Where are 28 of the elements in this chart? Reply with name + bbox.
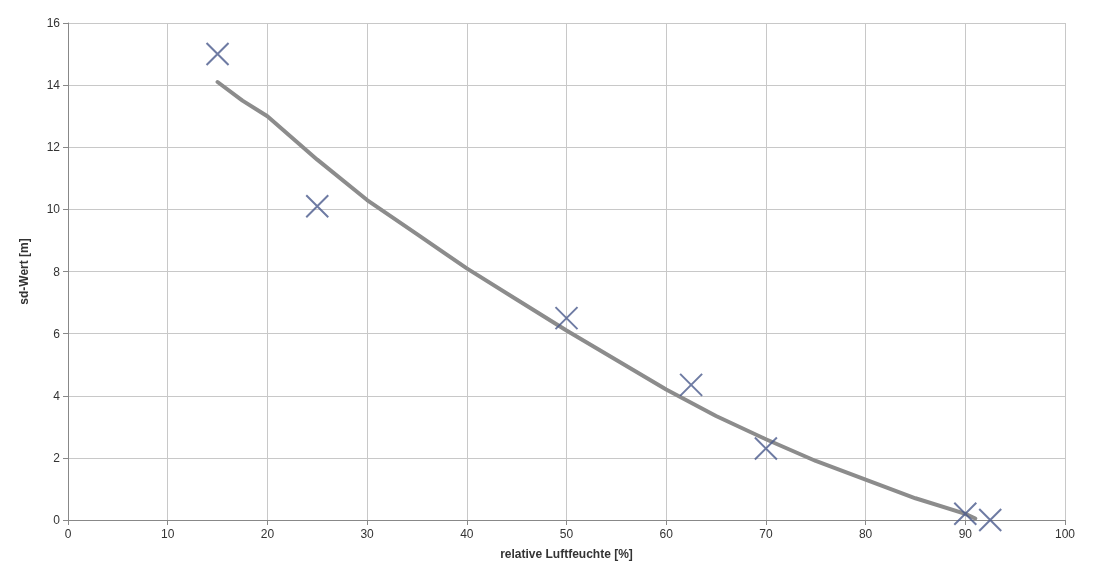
y-tick-label: 6 (53, 326, 61, 341)
x-tick-label: 100 (1054, 527, 1076, 541)
x-tick-label: 40 (460, 527, 474, 541)
x-tick-label: 70 (759, 527, 773, 541)
y-tick-label: 16 (46, 16, 61, 30)
point (978, 508, 1003, 532)
y-tick-label: 10 (46, 202, 61, 217)
x-tick-label: 20 (260, 527, 275, 541)
point (679, 372, 704, 397)
y-axis-title: sd-Wert [m] (17, 238, 31, 305)
point (753, 436, 778, 461)
y-tick-label: 0 (53, 513, 61, 527)
y-tick-label: 14 (46, 78, 61, 93)
y-tick-label: 12 (46, 140, 61, 155)
y-tick-label: 4 (53, 388, 61, 403)
x-tick-label: 10 (161, 527, 175, 541)
point (554, 306, 579, 331)
y-tick-label: 8 (53, 264, 61, 279)
x-axis-title: relative Luftfeuchte [%] (500, 547, 633, 561)
y-tick-label: 2 (53, 450, 61, 465)
x-tick-label: 30 (360, 527, 375, 541)
point (305, 194, 330, 219)
x-tick-label: 50 (559, 527, 574, 541)
x-tick-label: 60 (659, 527, 674, 541)
x-tick-label: 80 (858, 527, 873, 541)
x-tick-label: 90 (958, 527, 973, 541)
x-tick-label: 0 (64, 527, 72, 541)
point (205, 42, 230, 67)
